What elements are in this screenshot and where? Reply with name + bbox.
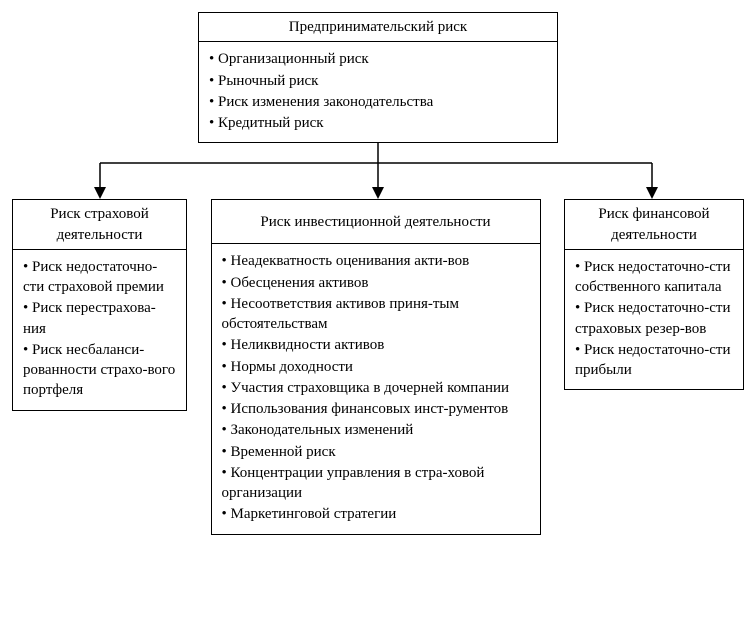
root-node-list: • Организационный риск• Рыночный риск• Р… <box>199 42 557 142</box>
child-node-insurance-title: Риск страховой деятельности <box>13 200 186 250</box>
root-node-title: Предпринимательский риск <box>199 13 557 42</box>
child-node-financial: Риск финансовой деятельности • Риск недо… <box>564 199 744 390</box>
list-item: • Концентрации управления в стра-ховой о… <box>222 463 530 504</box>
root-node: Предпринимательский риск • Организационн… <box>198 12 558 143</box>
child-node-insurance-list: • Риск недостаточно-сти страховой премии… <box>13 250 186 410</box>
child-node-investment: Риск инвестиционной деятельности • Неаде… <box>211 199 541 534</box>
list-item: • Риск несбаланси-рованности страхо-вого… <box>23 340 176 401</box>
list-item: • Кредитный риск <box>209 113 547 133</box>
list-item: • Временной риск <box>222 442 530 462</box>
list-item: • Риск недостаточно-сти прибыли <box>575 340 733 381</box>
list-item: • Риск изменения законодательства <box>209 92 547 112</box>
list-item: • Неадекватность оценивания акти-вов <box>222 251 530 271</box>
child-node-financial-list: • Риск недостаточно-сти собственного кап… <box>565 250 743 390</box>
list-item: • Организационный риск <box>209 49 547 69</box>
child-node-investment-list: • Неадекватность оценивания акти-вов• Об… <box>212 244 540 533</box>
list-item: • Неликвидности активов <box>222 335 530 355</box>
list-item: • Риск недостаточно-сти страховых резер-… <box>575 298 733 339</box>
list-item: • Участия страховщика в дочерней компани… <box>222 378 530 398</box>
list-item: • Использования финансовых инст-рументов <box>222 399 530 419</box>
children-row: Риск страховой деятельности • Риск недос… <box>12 199 744 534</box>
list-item: • Обесценения активов <box>222 273 530 293</box>
child-node-investment-title: Риск инвестиционной деятельности <box>212 200 540 244</box>
child-node-financial-title: Риск финансовой деятельности <box>565 200 743 250</box>
list-item: • Нормы доходности <box>222 357 530 377</box>
list-item: • Риск недостаточно-сти страховой премии <box>23 257 176 298</box>
child-node-insurance: Риск страховой деятельности • Риск недос… <box>12 199 187 410</box>
list-item: • Маркетинговой стратегии <box>222 504 530 524</box>
list-item: • Риск недостаточно-сти собственного кап… <box>575 257 733 298</box>
list-item: • Законодательных изменений <box>222 420 530 440</box>
list-item: • Несоответствия активов приня-тым обсто… <box>222 294 530 335</box>
arrow-connectors <box>12 143 744 199</box>
arrow-svg <box>12 143 744 199</box>
risk-tree-diagram: Предпринимательский риск • Организационн… <box>12 12 744 535</box>
list-item: • Риск перестрахова-ния <box>23 298 176 339</box>
list-item: • Рыночный риск <box>209 71 547 91</box>
